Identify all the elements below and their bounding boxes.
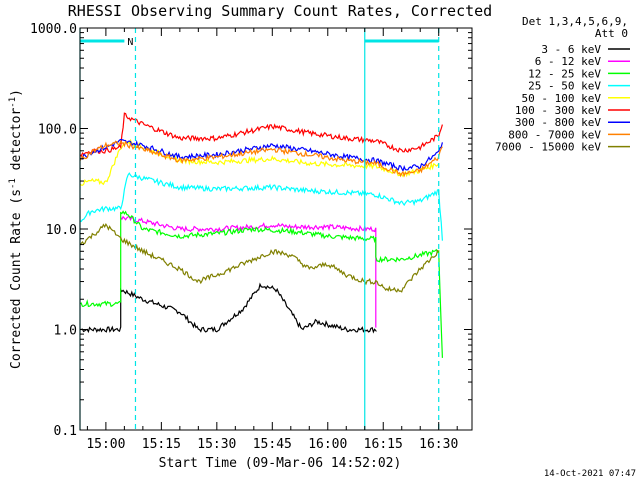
series-line-12-25-kev	[79, 210, 443, 358]
x-tick-label: 16:00	[308, 437, 347, 452]
series-line-3-6-kev	[80, 282, 377, 334]
y-tick-label: 0.1	[54, 424, 77, 439]
legend-label: 6 - 12 keV	[535, 55, 602, 68]
series-line-300-800-kev	[79, 138, 443, 173]
series-line-25-50-kev	[79, 172, 443, 241]
legend-label: 25 - 50 keV	[528, 80, 601, 93]
x-tick-label: 15:00	[86, 437, 125, 452]
y-axis-label-prefix: Corrected Count Rate (s	[9, 189, 24, 369]
legend-label: 100 - 300 keV	[515, 104, 601, 117]
x-tick-label: 16:15	[364, 437, 403, 452]
legend-header-line2: Att 0	[595, 27, 628, 40]
y-axis-label-suffix: )	[9, 89, 24, 97]
legend-label: 12 - 25 keV	[528, 67, 601, 80]
y-axis-label-mid: detector	[9, 108, 24, 179]
x-tick-label: 16:30	[419, 437, 458, 452]
y-axis-label-exp2: -1	[8, 97, 18, 108]
y-tick-label: 1.0	[54, 324, 77, 339]
x-tick-label: 15:15	[142, 437, 181, 452]
series-line-100-300-kev	[79, 112, 443, 158]
series-line-800-7000-kev	[79, 140, 443, 178]
y-tick-label: 1000.0	[30, 22, 77, 37]
x-tick-label: 15:30	[197, 437, 236, 452]
x-tick-label: 15:45	[253, 437, 292, 452]
legend-label: 50 - 100 keV	[522, 92, 602, 105]
axes-layer: 15:00 15:15 15:30 15:45 16:00 16:15 16:30 0.1 1.…	[30, 22, 472, 452]
x-axis-label: Start Time (09-Mar-06 14:52:02)	[159, 456, 402, 471]
legend-label: 3 - 6 keV	[541, 43, 601, 56]
y-tick-label: 100.0	[38, 123, 77, 138]
y-axis-label: Corrected Count Rate (s-1 detector-1)	[8, 89, 24, 369]
night-bar-label: N	[127, 37, 133, 48]
series-layer	[79, 112, 443, 358]
legend-header-line1: Det 1,3,4,5,6,9,	[522, 15, 628, 28]
timestamp: 14-Oct-2021 07:47	[544, 469, 636, 479]
series-line-7000-15000-kev	[79, 222, 440, 293]
legend-label: 800 - 7000 keV	[508, 128, 601, 141]
chart-title: RHESSI Observing Summary Count Rates, Co…	[68, 2, 492, 20]
legend-label: 300 - 800 keV	[515, 116, 601, 129]
series-line-6-12-kev	[120, 215, 377, 328]
legend-label: 7000 - 15000 keV	[495, 141, 601, 154]
y-tick-label: 10.0	[46, 223, 77, 238]
y-axis-label-exp1: -1	[8, 178, 18, 189]
